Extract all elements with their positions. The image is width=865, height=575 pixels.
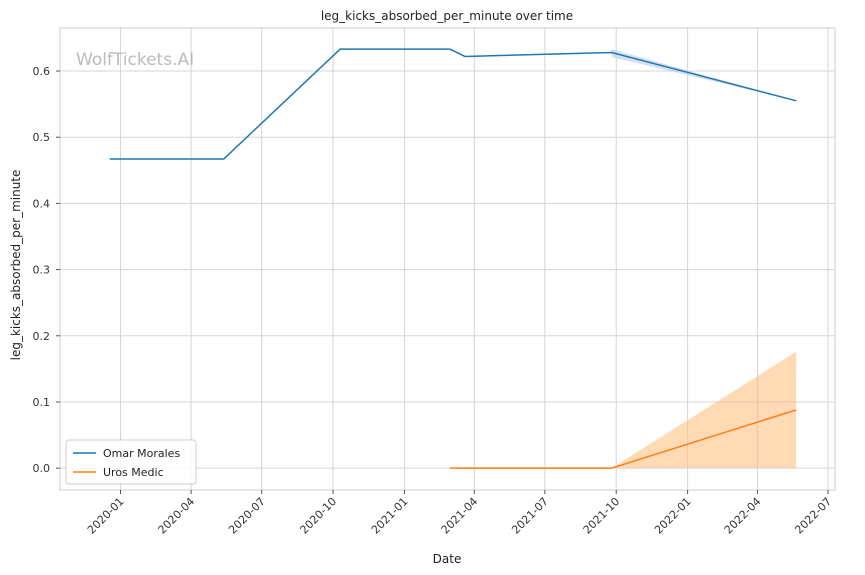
y-tick-label: 0.3 [33, 264, 51, 277]
confidence-band-0 [611, 49, 797, 101]
y-tick-label: 0.0 [33, 462, 51, 475]
grid-lines [60, 28, 835, 490]
series-lines [109, 48, 797, 469]
y-axis-title: leg_kicks_absorbed_per_minute [9, 170, 23, 361]
legend: Omar Morales Uros Medic [65, 439, 197, 485]
confidence-band-1 [611, 351, 797, 469]
y-tick-label: 0.4 [33, 197, 51, 210]
plot-area-frame [59, 27, 836, 491]
y-tick-label: 0.1 [33, 396, 51, 409]
legend-label: Uros Medic [103, 466, 164, 479]
series-line-1 [450, 409, 797, 469]
legend-box [65, 439, 197, 485]
y-tick-label: 0.2 [33, 330, 51, 343]
x-axis-title: Date [433, 552, 462, 566]
y-tick-label: 0.5 [33, 131, 51, 144]
watermark-text: WolfTickets.AI [76, 50, 194, 70]
y-tick-label: 0.6 [33, 65, 51, 78]
confidence-bands [611, 49, 797, 469]
y-axis-ticks: 0.0 0.1 0.2 0.3 0.4 0.5 0.6 [33, 65, 60, 475]
legend-label: Omar Morales [103, 447, 180, 460]
series-line-0 [109, 48, 797, 160]
chart-title: leg_kicks_absorbed_per_minute over time [321, 9, 573, 23]
